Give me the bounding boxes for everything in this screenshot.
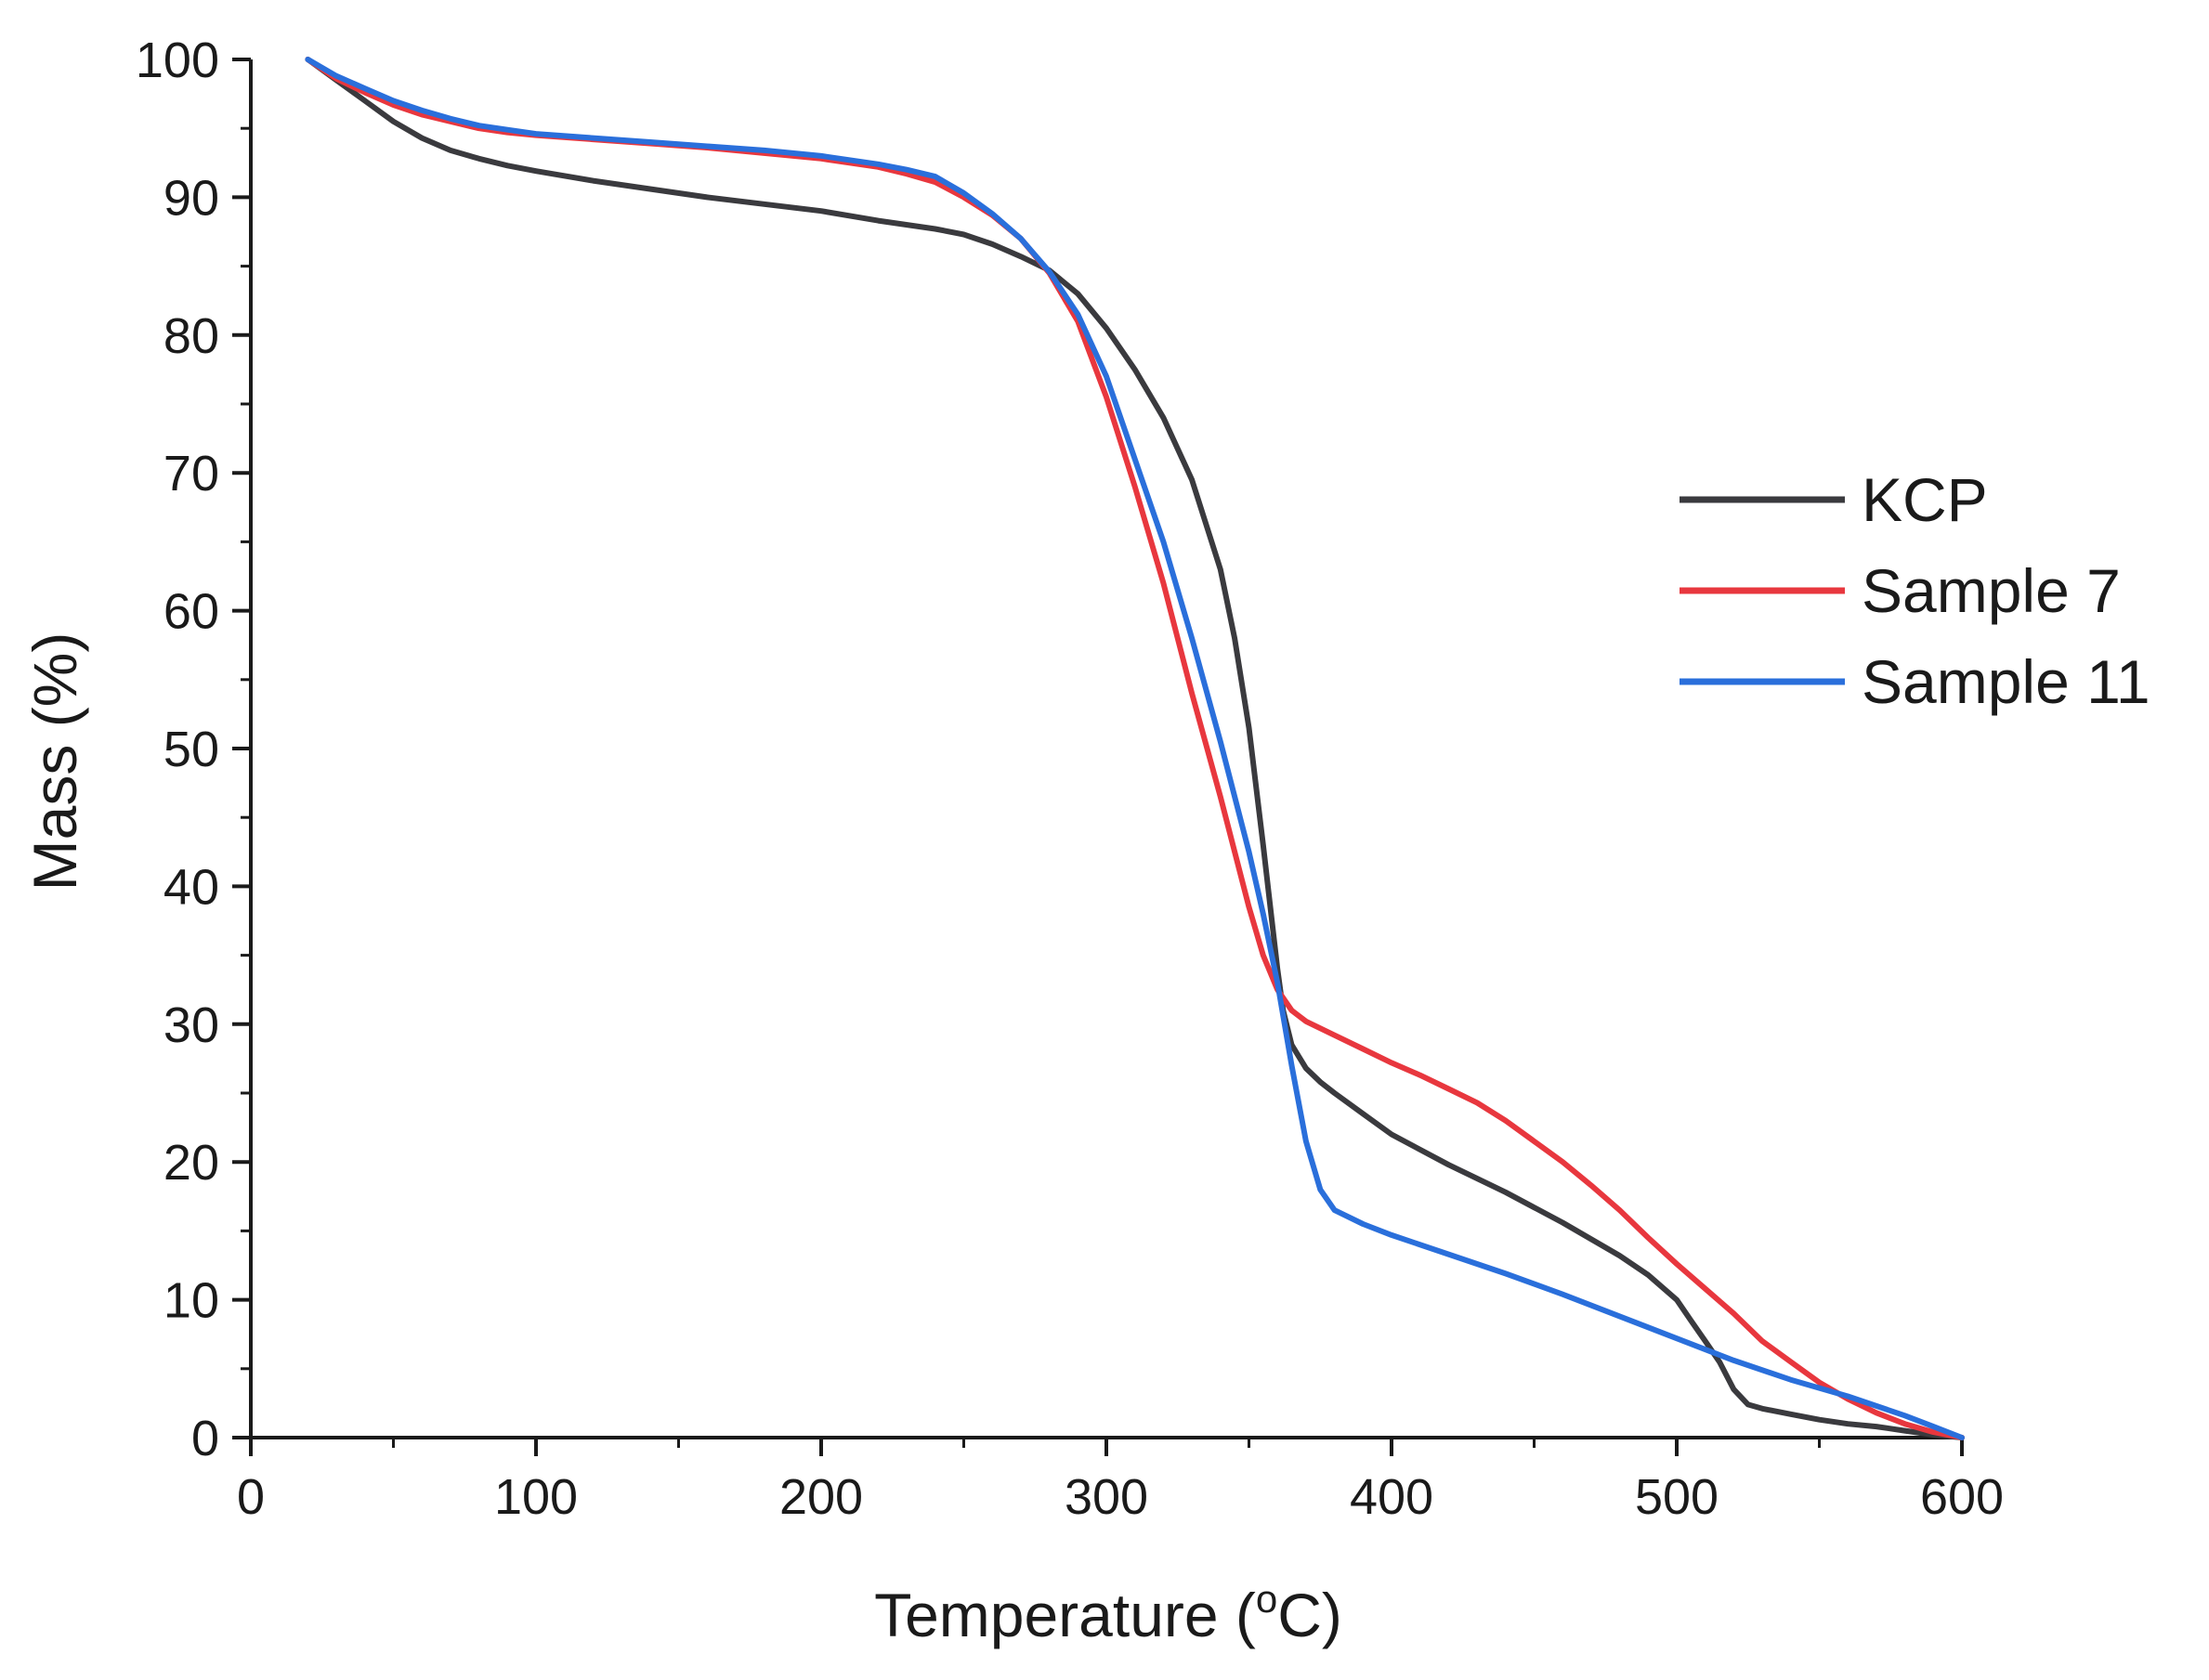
series-line-sample-7 bbox=[305, 57, 1965, 1440]
y-tick-label: 60 bbox=[163, 584, 219, 640]
axis-titles: Temperature (oC) Mass (%) bbox=[20, 632, 1342, 1649]
y-tick-label: 90 bbox=[163, 170, 219, 226]
legend-label-sample-11: Sample 11 bbox=[1862, 647, 2150, 716]
axes-layer: 0 100 200 300 400 500 600 0 10 20 30 40 50 60 70 80 90 10… bbox=[136, 33, 2004, 1525]
y-tick-label: 10 bbox=[163, 1273, 219, 1329]
y-tick-label: 30 bbox=[163, 997, 219, 1053]
y-tick-label: 100 bbox=[136, 33, 219, 88]
series-line-kcp bbox=[305, 57, 1965, 1440]
legend: KCP Sample 7 Sample 11 bbox=[1680, 465, 2150, 716]
x-tick-label: 400 bbox=[1350, 1469, 1433, 1525]
x-axis-title: Temperature (oC) bbox=[874, 1577, 1342, 1649]
legend-label-sample-7: Sample 7 bbox=[1862, 556, 2121, 625]
series-layer bbox=[305, 57, 1965, 1440]
series-line-sample-11 bbox=[305, 57, 1965, 1440]
legend-label-kcp: KCP bbox=[1862, 465, 1988, 534]
y-tick-label: 50 bbox=[163, 722, 219, 777]
x-tick-label: 100 bbox=[494, 1469, 578, 1525]
y-tick-label: 20 bbox=[163, 1135, 219, 1191]
y-axis-title: Mass (%) bbox=[20, 632, 89, 892]
x-tick-label: 200 bbox=[779, 1469, 863, 1525]
y-tick-label: 80 bbox=[163, 308, 219, 364]
x-tick-label: 500 bbox=[1635, 1469, 1719, 1525]
x-tick-label: 300 bbox=[1065, 1469, 1148, 1525]
y-tick-label: 0 bbox=[191, 1411, 219, 1466]
x-tick-label: 0 bbox=[237, 1469, 265, 1525]
y-tick-label: 40 bbox=[163, 859, 219, 915]
x-tick-label: 600 bbox=[1920, 1469, 2004, 1525]
y-tick-label: 70 bbox=[163, 446, 219, 501]
